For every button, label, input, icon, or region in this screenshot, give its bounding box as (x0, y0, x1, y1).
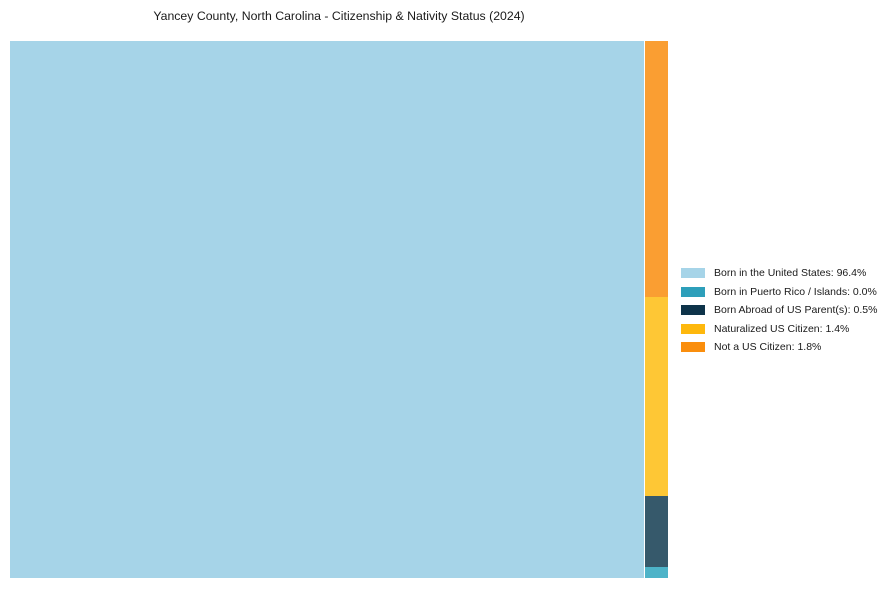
legend-swatch-icon (681, 342, 705, 352)
legend-swatch-icon (681, 323, 705, 334)
legend-label: Born in the United States: 96.4% (714, 267, 867, 279)
legend-label: Born in Puerto Rico / Islands: 0.0% (714, 285, 877, 298)
treemap-block-born-in-the-united-states (10, 41, 644, 578)
legend-label: Not a US Citizen: 1.8% (714, 341, 822, 353)
chart-title: Yancey County, North Carolina - Citizens… (153, 9, 525, 23)
legend-item-born-in-the-united-states: Born in the United States: 96.4% (681, 268, 877, 278)
legend-swatch-icon (681, 268, 705, 278)
legend-item-born-in-puerto-rico-islands: Born in Puerto Rico / Islands: 0.0% (681, 285, 877, 298)
legend-label: Born Abroad of US Parent(s): 0.5% (714, 304, 878, 316)
treemap-plot (10, 41, 668, 578)
legend: Born in the United States: 96.4% Born in … (681, 268, 877, 361)
treemap-block-born-abroad-of-us-parent-s (645, 496, 668, 567)
legend-swatch-icon (681, 286, 705, 297)
legend-item-not-a-us-citizen: Not a US Citizen: 1.8% (681, 342, 877, 352)
treemap-block-naturalized-us-citizen (645, 297, 668, 496)
legend-item-born-abroad-of-us-parent-s: Born Abroad of US Parent(s): 0.5% (681, 305, 877, 315)
legend-swatch-icon (681, 305, 705, 315)
legend-label: Naturalized US Citizen: 1.4% (714, 322, 850, 335)
legend-item-naturalized-us-citizen: Naturalized US Citizen: 1.4% (681, 322, 877, 335)
treemap-block-not-a-us-citizen (645, 41, 668, 297)
treemap-block-born-in-puerto-rico-islands (645, 567, 668, 578)
